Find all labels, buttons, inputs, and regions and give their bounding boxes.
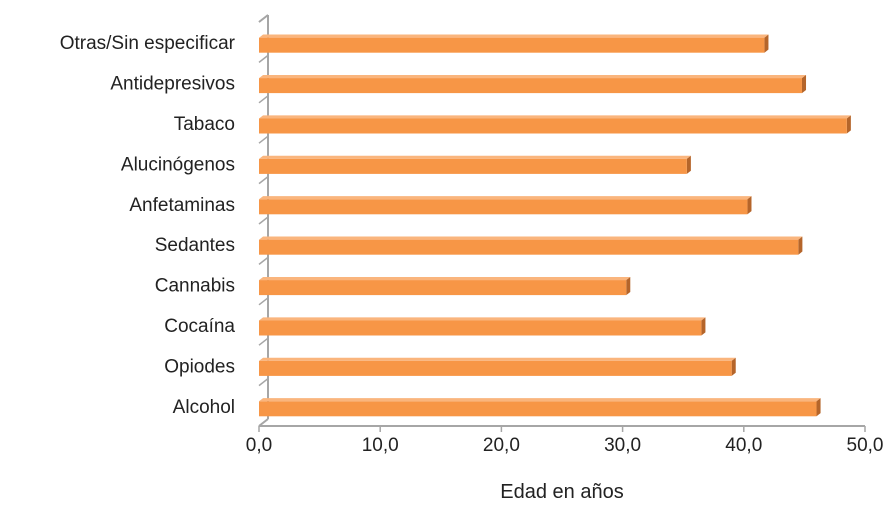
y-axis-tick <box>258 176 269 185</box>
category-label: Antidepresivos <box>110 74 235 95</box>
category-label: Opiodes <box>164 356 235 377</box>
x-tick-label: 50,0 <box>847 435 884 456</box>
category-label: Tabaco <box>174 114 235 135</box>
bar-front-face <box>259 118 847 134</box>
y-axis-tick <box>258 256 269 265</box>
x-tick-label: 40,0 <box>725 435 762 456</box>
y-axis-tick <box>258 297 269 306</box>
chart-axes <box>258 14 866 432</box>
category-label: Otras/Sin especificar <box>60 33 236 54</box>
bar-side-face <box>816 398 821 417</box>
x-tick-label: 20,0 <box>483 435 520 456</box>
bar-front-face <box>259 78 802 94</box>
bar-front-face <box>259 320 702 336</box>
bar-top-face <box>259 398 821 402</box>
bar-top-face <box>259 317 706 321</box>
bar-side-face <box>626 276 631 296</box>
bar <box>259 115 851 134</box>
bar <box>259 155 691 174</box>
category-label: Cocaína <box>164 316 235 337</box>
category-label: Sedantes <box>155 235 235 256</box>
y-axis-tick <box>258 14 269 23</box>
bar <box>259 317 706 336</box>
bar <box>259 398 821 417</box>
bar <box>259 357 736 376</box>
y-axis-tick <box>258 54 269 63</box>
bar-top-face <box>259 155 691 159</box>
bar <box>259 34 769 53</box>
bars-group <box>259 34 851 417</box>
category-labels: Alcohol Opiodes Cocaína Cannabis Sedantes Anf… <box>60 33 236 418</box>
bar-front-face <box>259 280 627 296</box>
bar <box>259 74 807 94</box>
y-axis-tick <box>258 135 269 144</box>
bar-top-face <box>259 74 807 79</box>
bar-front-face <box>259 199 748 215</box>
category-label: Alcohol <box>173 397 235 418</box>
bar-front-face <box>259 158 687 174</box>
x-tick-label: 0,0 <box>246 435 272 456</box>
bar-side-face <box>731 357 736 376</box>
bar-top-face <box>259 115 851 119</box>
bar-side-face <box>846 115 851 134</box>
y-axis-tick <box>258 418 269 427</box>
x-tick-label: 10,0 <box>362 435 399 456</box>
bar-side-face <box>701 317 706 336</box>
category-label: Anfetaminas <box>129 195 235 216</box>
bar-top-face <box>259 196 752 200</box>
bar-top-face <box>259 34 769 38</box>
category-label: Cannabis <box>155 276 235 297</box>
y-axis-tick <box>258 378 269 387</box>
bar-side-face <box>764 34 769 53</box>
category-label: Alucinógenos <box>121 154 235 175</box>
bar-top-face <box>259 276 631 281</box>
bar-side-face <box>747 196 752 215</box>
bar-front-face <box>259 401 817 417</box>
x-tick-label: 30,0 <box>604 435 641 456</box>
bar-front-face <box>259 239 799 255</box>
y-axis-tick <box>258 216 269 225</box>
bar-side-face <box>801 74 807 94</box>
bar <box>259 276 631 296</box>
bar-front-face <box>259 360 732 376</box>
y-axis-tick <box>258 337 269 346</box>
bar-top-face <box>259 236 803 240</box>
bar-front-face <box>259 37 765 53</box>
bar-side-face <box>686 155 691 174</box>
bar-top-face <box>259 357 736 361</box>
bar <box>259 196 752 215</box>
y-axis-tick <box>258 95 269 104</box>
x-axis-title: Edad en años <box>500 481 623 503</box>
x-tick-labels: 0,0 10,0 20,0 30,0 40,0 50,0 <box>246 435 884 456</box>
bar <box>259 236 803 255</box>
bar-side-face <box>798 236 803 255</box>
